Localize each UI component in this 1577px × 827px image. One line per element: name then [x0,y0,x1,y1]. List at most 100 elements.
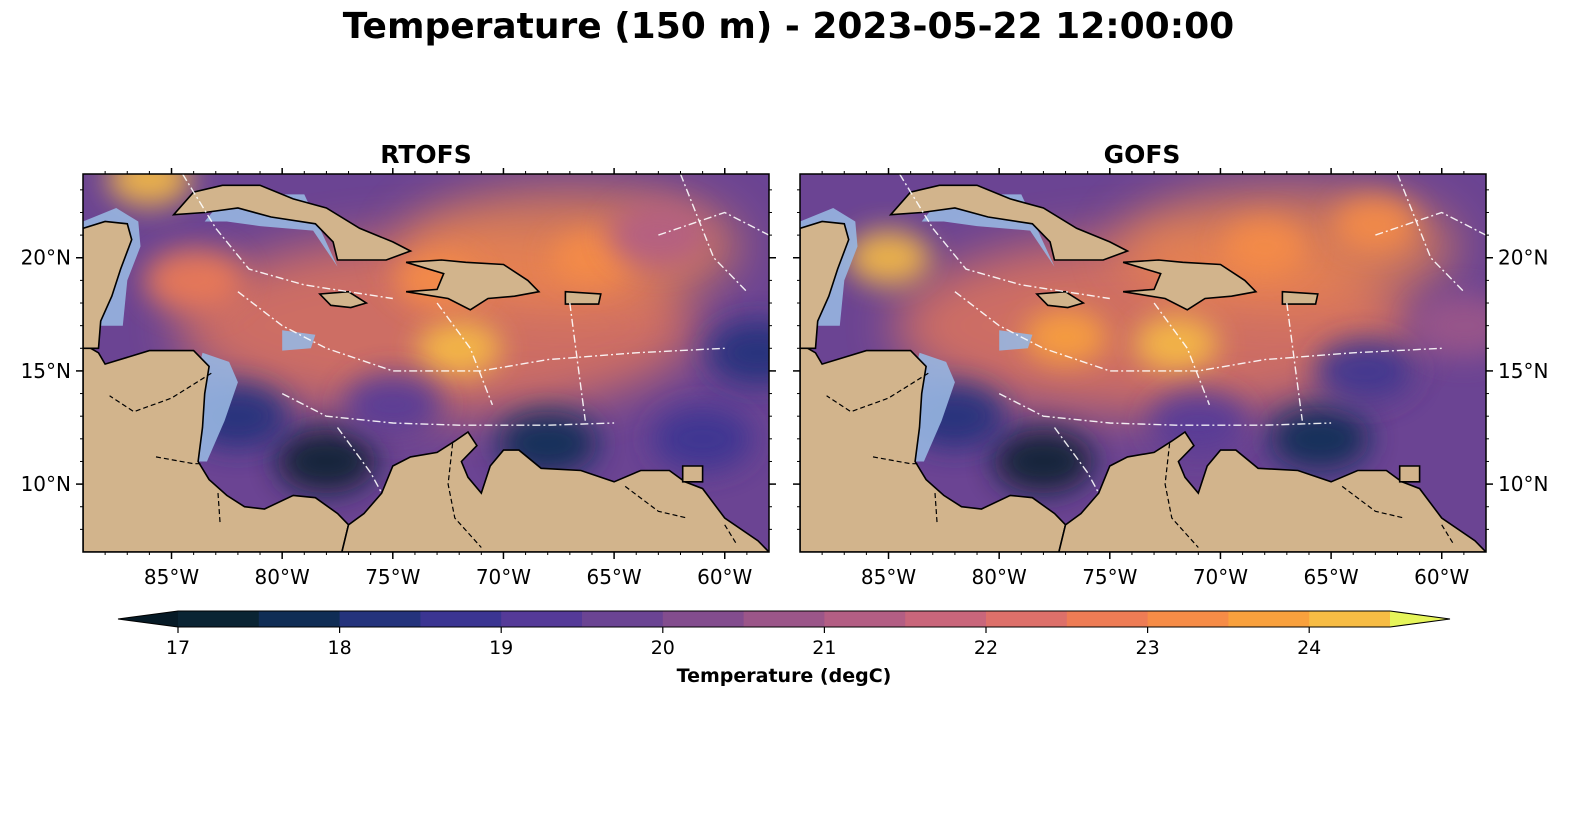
map-area-gofs [800,174,1486,552]
colorbar-segment [986,611,1068,627]
colorbar-tick-label: 18 [328,637,352,659]
figure-title: Temperature (150 m) - 2023-05-22 12:00:0… [342,6,1235,47]
temperature-hotspot [652,406,753,471]
colorbar-segment [905,611,987,627]
country-border [1341,485,1405,519]
x-tick-label: 80°W [255,565,310,589]
axis-ticks-gofs: 85°W 80°W 75°W 70°W 65°W 60°W 20°N 15°N 10°N [793,168,1548,589]
maritime-boundary [436,302,494,406]
colorbar-segment [501,611,583,627]
maritime-boundary [1053,427,1100,494]
colorbar-segment [258,611,341,627]
x-tick-label: 85°W [144,565,199,589]
map-frame-rtofs [82,173,770,553]
landmass-jamaica [1035,290,1086,309]
colorbar-extend-high [1390,611,1450,627]
colorbar-segment [743,611,825,627]
temperature-hotspot [1023,308,1108,365]
y-tick-label: 20°N [21,246,71,270]
country-border [1441,524,1454,544]
x-tick-label: 65°W [1303,565,1358,589]
country-border [109,372,212,413]
continental-shelf [282,330,316,351]
maritime-boundary [954,291,1442,372]
x-tick-label: 75°W [1082,565,1137,589]
colorbar-segment [420,611,502,627]
x-tick-label: 80°W [972,565,1027,589]
maritime-boundary [658,211,769,236]
temperature-hotspot [143,248,244,313]
country-border [826,372,929,413]
temperature-hotspot [107,174,192,207]
landmass-south-america [341,430,769,552]
axis-ticks-rtofs: 85°W 80°W 75°W 70°W 65°W 60°W 20°N 15°N 10°N [21,168,776,589]
colorbar-tick-label: 17 [166,637,190,659]
maritime-boundary [182,174,393,300]
colorbar-tick-label: 21 [812,637,836,659]
landmass-central-america [83,342,350,552]
maritime-boundary [1286,302,1303,421]
colorbar: 17 18 19 20 21 22 23 24 Temperature (degC) [117,610,1451,687]
temperature-hotspot [276,429,377,494]
temperature-hotspot [1134,315,1219,372]
colorbar-segment [824,611,906,627]
x-tick-label: 75°W [365,565,420,589]
y-tick-label: 10°N [21,472,71,496]
x-tick-label: 70°W [1193,565,1248,589]
landmass-trinidad [1398,465,1421,483]
colorbar-tick-label: 24 [1297,637,1321,659]
landmass-jamaica [318,290,369,309]
temperature-hotspot [1333,195,1418,252]
temperature-hotspot [417,320,502,377]
map-frame-gofs [799,173,1487,553]
landmass-central-america [800,342,1067,552]
panel-title-gofs: GOFS [1104,140,1181,169]
colorbar-segment [339,611,421,627]
country-border [934,493,938,525]
country-border [1164,443,1199,548]
colorbar-segment [1228,611,1310,627]
y-tick-label: 15°N [1498,359,1548,383]
colorbar-tick-label: 23 [1136,637,1160,659]
colorbar-segment [1147,611,1229,627]
landmass-cuba [171,184,413,261]
colorbar-segment [582,611,664,627]
x-tick-label: 60°W [697,565,752,589]
colorbar-segment [178,611,260,627]
maritime-boundary [1375,211,1486,236]
maritime-boundary [336,427,383,494]
landmass-cuba [888,184,1130,261]
x-tick-label: 60°W [1414,565,1469,589]
continental-shelf [999,330,1033,351]
colorbar-tick-label: 19 [489,637,513,659]
temperature-hotspot [1413,293,1486,358]
country-border [724,524,737,544]
landmass-trinidad [681,465,704,483]
maritime-boundary [281,392,615,426]
panel-title-rtofs: RTOFS [380,140,472,169]
colorbar-segment [662,611,745,627]
geography-gofs [800,174,1486,552]
colorbar-segments [178,611,1391,627]
temperature-hotspot [846,229,931,286]
map-panel-gofs: GOFS 85°W 80°W 75°W 70°W 65°W 60°W 20°N 15°N 10°… [793,140,1548,589]
maritime-boundary [569,302,586,421]
maritime-boundary [998,392,1332,426]
colorbar-tick-label: 22 [974,637,998,659]
maritime-boundary [1153,302,1211,406]
country-border [624,485,688,519]
map-area-rtofs [83,174,769,552]
colorbar-segment [1309,611,1391,627]
landmass-yucatan [800,220,850,350]
temperature-hotspot [993,429,1094,494]
landmass-south-america [1058,430,1486,552]
temperature-hotspot [707,320,769,385]
country-border [447,443,482,548]
country-border [217,493,221,525]
country-border [872,456,920,465]
x-tick-label: 70°W [476,565,531,589]
temperature-hotspot [1222,218,1307,275]
temperature-hotspot [1270,406,1371,471]
temperature-hotspot [1148,390,1249,455]
